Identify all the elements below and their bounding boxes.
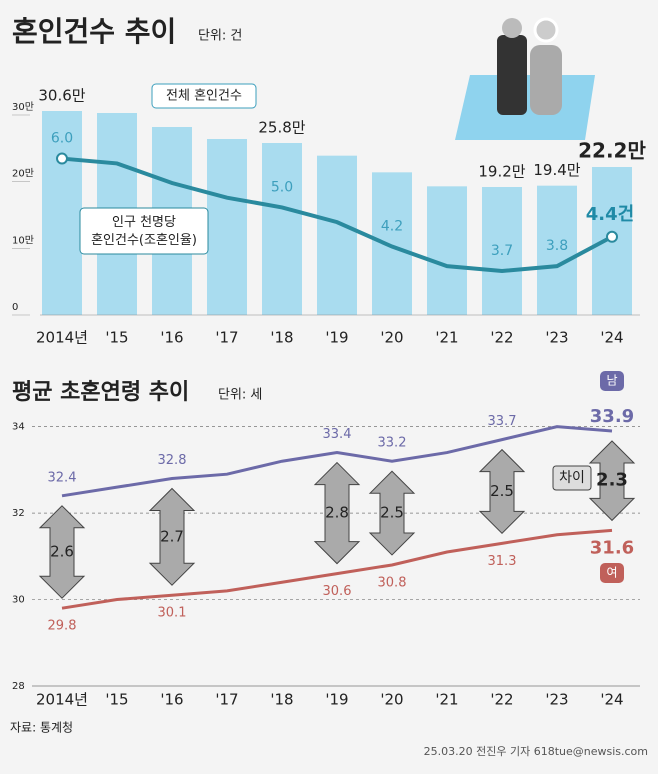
x-tick-label: '20 bbox=[380, 691, 403, 709]
rate-marker bbox=[606, 230, 618, 243]
gap-label: 2.6 bbox=[50, 543, 74, 561]
x-tick-label: 2014년 bbox=[36, 691, 88, 709]
x-tick-label: '22 bbox=[490, 329, 513, 347]
x-tick-label: '17 bbox=[215, 691, 238, 709]
rate-value-label: 3.8 bbox=[546, 238, 568, 254]
age-value-label: 30.1 bbox=[158, 606, 187, 621]
x-tick-label: '15 bbox=[105, 329, 128, 347]
legend-box bbox=[151, 83, 257, 109]
gap-legend: 차이 bbox=[559, 470, 585, 486]
x-tick-label: '22 bbox=[490, 691, 513, 709]
bar-value-label: 22.2만 bbox=[578, 139, 646, 163]
age-line bbox=[61, 528, 613, 610]
x-tick-label: '17 bbox=[215, 329, 238, 347]
legend-label: 인구 천명당 혼인건수(조혼인율) bbox=[91, 215, 197, 248]
gap-label: 2.5 bbox=[490, 482, 514, 500]
x-tick-label: '16 bbox=[160, 329, 183, 347]
rate-value-label: 6.0 bbox=[51, 131, 73, 147]
bar bbox=[42, 111, 82, 315]
y-tick-label: 20만 bbox=[12, 168, 34, 180]
age-value-label: 33.9 bbox=[590, 406, 634, 427]
gap-legend-box bbox=[552, 465, 592, 491]
age-value-label: 30.8 bbox=[378, 575, 407, 590]
rate-line bbox=[61, 156, 613, 274]
age-value-label: 32.8 bbox=[158, 453, 187, 468]
x-tick-label: '19 bbox=[325, 691, 348, 709]
title: 혼인건수 추이 bbox=[12, 15, 176, 48]
bar-value-label: 19.2만 bbox=[478, 163, 525, 181]
gap-label: 2.8 bbox=[325, 504, 349, 522]
x-tick-label: '16 bbox=[160, 691, 183, 709]
gap-arrow bbox=[368, 470, 416, 556]
x-tick-label: '24 bbox=[600, 691, 623, 709]
y-tick-label: 30만 bbox=[12, 101, 34, 113]
age-value-label: 33.2 bbox=[378, 436, 407, 451]
x-tick-label: '23 bbox=[545, 329, 568, 347]
y-tick-label: 28 bbox=[12, 681, 25, 692]
x-tick-label: '21 bbox=[435, 691, 458, 709]
gap-arrow bbox=[478, 448, 526, 535]
legend-label: 여 bbox=[606, 566, 617, 580]
y-tick-label: 0 bbox=[12, 302, 18, 313]
bar-value-label: 25.8만 bbox=[258, 119, 305, 137]
bar bbox=[537, 185, 577, 315]
bar bbox=[317, 155, 357, 315]
legend-box bbox=[79, 207, 209, 255]
rate-value-label: 3.7 bbox=[491, 243, 513, 259]
rate-value-label: 4.4건 bbox=[586, 204, 634, 225]
bar bbox=[482, 187, 522, 315]
rate-value-label: 5.0 bbox=[271, 179, 293, 195]
age-value-label: 33.4 bbox=[323, 427, 352, 442]
y-tick-label: 30 bbox=[12, 595, 25, 606]
bar bbox=[427, 186, 467, 315]
age-value-label: 31.6 bbox=[590, 537, 634, 558]
rate-value-label: 4.2 bbox=[381, 219, 403, 235]
x-tick-label: '15 bbox=[105, 691, 128, 709]
x-tick-label: '24 bbox=[600, 329, 623, 347]
unit: 단위: 세 bbox=[218, 388, 262, 403]
age-line bbox=[61, 425, 613, 498]
unit: 단위: 건 bbox=[198, 29, 242, 44]
legend-badge bbox=[600, 563, 624, 583]
gap-arrow bbox=[148, 487, 196, 586]
legend-label: 남 bbox=[606, 374, 617, 388]
x-tick-label: '18 bbox=[270, 691, 293, 709]
y-tick-label: 32 bbox=[12, 508, 25, 519]
age-value-label: 33.7 bbox=[488, 414, 517, 429]
y-tick-label: 10만 bbox=[12, 234, 34, 246]
gap-arrow bbox=[313, 461, 361, 565]
legend-badge bbox=[600, 371, 624, 391]
legend-label: 전체 혼인건수 bbox=[166, 89, 242, 104]
credit: 25.03.20 전진우 기자 618tue@newsis.com bbox=[424, 745, 648, 758]
age-value-label: 30.6 bbox=[323, 584, 352, 599]
age-value-label: 31.3 bbox=[488, 554, 517, 569]
bar-value-label: 30.6만 bbox=[38, 87, 85, 105]
bar bbox=[207, 139, 247, 315]
age-value-label: 32.4 bbox=[48, 470, 77, 485]
gap-arrow bbox=[588, 440, 636, 522]
bar bbox=[372, 172, 412, 315]
source: 자료: 통계청 bbox=[10, 721, 73, 735]
rate-marker bbox=[56, 152, 68, 165]
x-tick-label: '18 bbox=[270, 329, 293, 347]
x-tick-label: '19 bbox=[325, 329, 348, 347]
y-tick-label: 34 bbox=[12, 422, 25, 433]
title: 평균 초혼연령 추이 bbox=[12, 380, 189, 405]
x-tick-label: '20 bbox=[380, 329, 403, 347]
gap-label: 2.5 bbox=[380, 504, 404, 522]
gap-arrow bbox=[38, 505, 86, 599]
age-value-label: 29.8 bbox=[48, 619, 77, 634]
gap-label: 2.7 bbox=[160, 527, 184, 545]
x-tick-label: '21 bbox=[435, 329, 458, 347]
gap-label: 2.3 bbox=[596, 470, 628, 491]
wedding-icon bbox=[455, 17, 595, 140]
x-tick-label: '23 bbox=[545, 691, 568, 709]
x-tick-label: 2014년 bbox=[36, 329, 88, 347]
bar bbox=[262, 143, 302, 315]
bar-value-label: 19.4만 bbox=[533, 161, 580, 179]
